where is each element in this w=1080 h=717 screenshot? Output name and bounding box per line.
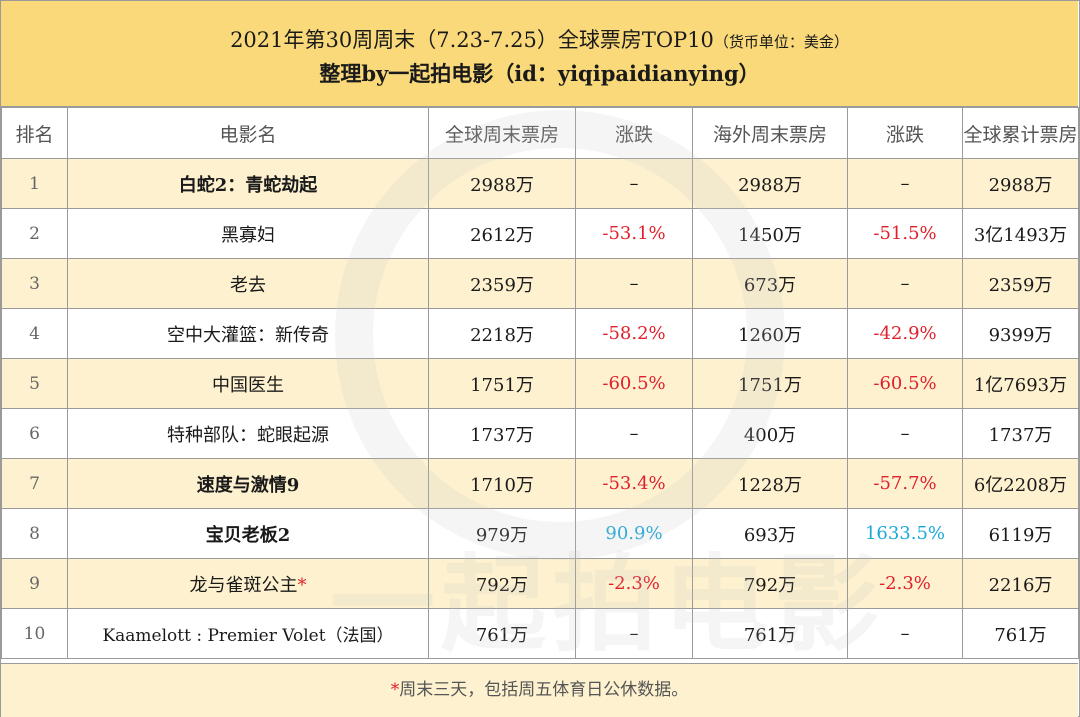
table-title: 2021年第30周周末（7.23-7.25）全球票房TOP10（货币单位：美金）… (1, 1, 1078, 107)
title-cell: 龙与雀斑公主* (67, 558, 429, 609)
global-change-cell: – (575, 158, 693, 209)
table-row: 4 空中大灌篮：新传奇 2218万 -58.2% 1260万 -42.9% 93… (1, 308, 1079, 359)
global-weekend-cell: 979万 (428, 508, 576, 559)
header-overseas-weekend: 海外周末票房 (692, 107, 848, 159)
title-cell: 中国医生 (67, 358, 429, 409)
table-row: 2 黑寡妇 2612万 -53.1% 1450万 -51.5% 3亿1493万 (1, 208, 1079, 259)
overseas-change-cell: -42.9% (847, 308, 963, 359)
global-weekend-cell: 1751万 (428, 358, 576, 409)
footnote-text: 周末三天，包括周五体育日公休数据。 (399, 680, 689, 700)
overseas-change-cell: 1633.5% (847, 508, 963, 559)
header-overseas-change: 涨跌 (847, 107, 963, 159)
header-global-weekend: 全球周末票房 (428, 107, 576, 159)
overseas-weekend-cell: 1260万 (692, 308, 848, 359)
title-main: 2021年第30周周末（7.23-7.25）全球票房TOP10 (230, 28, 714, 52)
title-cell: 老去 (67, 258, 429, 309)
global-weekend-cell: 761万 (428, 608, 576, 659)
cumulative-cell: 6亿2208万 (962, 458, 1079, 509)
table-row: 5 中国医生 1751万 -60.5% 1751万 -60.5% 1亿7693万 (1, 358, 1079, 409)
cumulative-cell: 1亿7693万 (962, 358, 1079, 409)
cumulative-cell: 3亿1493万 (962, 208, 1079, 259)
overseas-weekend-cell: 1751万 (692, 358, 848, 409)
cumulative-cell: 2988万 (962, 158, 1079, 209)
title-cell: 速度与激情9 (67, 458, 429, 509)
cumulative-cell: 761万 (962, 608, 1079, 659)
global-weekend-cell: 2988万 (428, 158, 576, 209)
table-row: 9 龙与雀斑公主* 792万 -2.3% 792万 -2.3% 2216万 (1, 558, 1079, 609)
overseas-change-cell: -60.5% (847, 358, 963, 409)
cumulative-cell: 2359万 (962, 258, 1079, 309)
overseas-weekend-cell: 792万 (692, 558, 848, 609)
footnote: *周末三天，包括周五体育日公休数据。 (1, 663, 1078, 717)
cumulative-cell: 1737万 (962, 408, 1079, 459)
title-line-1: 2021年第30周周末（7.23-7.25）全球票房TOP10（货币单位：美金） (1, 25, 1078, 57)
header-row: 排名 电影名 全球周末票房 涨跌 海外周末票房 涨跌 全球累计票房 (1, 107, 1079, 159)
rank-cell: 3 (1, 258, 68, 309)
overseas-change-cell: – (847, 408, 963, 459)
table-row: 10 Kaamelott : Premier Volet（法国） 761万 – … (1, 608, 1079, 659)
global-change-cell: -2.3% (575, 558, 693, 609)
table-row: 3 老去 2359万 – 673万 – 2359万 (1, 258, 1079, 309)
overseas-weekend-cell: 693万 (692, 508, 848, 559)
global-weekend-cell: 1710万 (428, 458, 576, 509)
global-weekend-cell: 2612万 (428, 208, 576, 259)
overseas-weekend-cell: 673万 (692, 258, 848, 309)
rank-cell: 6 (1, 408, 68, 459)
overseas-change-cell: – (847, 158, 963, 209)
cumulative-cell: 9399万 (962, 308, 1079, 359)
overseas-weekend-cell: 400万 (692, 408, 848, 459)
currency-note: （货币单位：美金） (713, 33, 849, 51)
table-row: 6 特种部队：蛇眼起源 1737万 – 400万 – 1737万 (1, 408, 1079, 459)
title-cell: 黑寡妇 (67, 208, 429, 259)
overseas-change-cell: – (847, 608, 963, 659)
header-title: 电影名 (67, 107, 429, 159)
title-cell: Kaamelott : Premier Volet（法国） (67, 608, 429, 659)
global-change-cell: – (575, 408, 693, 459)
overseas-weekend-cell: 1228万 (692, 458, 848, 509)
header-global-change: 涨跌 (575, 107, 693, 159)
cumulative-cell: 2216万 (962, 558, 1079, 609)
global-weekend-cell: 792万 (428, 558, 576, 609)
overseas-weekend-cell: 1450万 (692, 208, 848, 259)
global-weekend-cell: 2218万 (428, 308, 576, 359)
table-row: 1 白蛇2：青蛇劫起 2988万 – 2988万 – 2988万 (1, 158, 1079, 209)
overseas-weekend-cell: 2988万 (692, 158, 848, 209)
global-weekend-cell: 2359万 (428, 258, 576, 309)
global-change-cell: -53.4% (575, 458, 693, 509)
table-row: 7 速度与激情9 1710万 -53.4% 1228万 -57.7% 6亿220… (1, 458, 1079, 509)
global-change-cell: -58.2% (575, 308, 693, 359)
title-text: 龙与雀斑公主 (189, 574, 298, 596)
title-cell: 空中大灌篮：新传奇 (67, 308, 429, 359)
title-cell: 特种部队：蛇眼起源 (67, 408, 429, 459)
rank-cell: 2 (1, 208, 68, 259)
rank-cell: 10 (1, 608, 68, 659)
cumulative-cell: 6119万 (962, 508, 1079, 559)
rank-cell: 1 (1, 158, 68, 209)
title-cell: 宝贝老板2 (67, 508, 429, 559)
rank-cell: 7 (1, 458, 68, 509)
table-row: 8 宝贝老板2 979万 90.9% 693万 1633.5% 6119万 (1, 508, 1079, 559)
header-rank: 排名 (1, 107, 68, 159)
rank-cell: 8 (1, 508, 68, 559)
box-office-table: 排名 电影名 全球周末票房 涨跌 海外周末票房 涨跌 全球累计票房 1 白蛇2：… (1, 107, 1079, 659)
title-cell: 白蛇2：青蛇劫起 (67, 158, 429, 209)
global-weekend-cell: 1737万 (428, 408, 576, 459)
global-change-cell: -60.5% (575, 358, 693, 409)
overseas-change-cell: -2.3% (847, 558, 963, 609)
header-cumulative: 全球累计票房 (962, 107, 1079, 159)
overseas-weekend-cell: 761万 (692, 608, 848, 659)
global-change-cell: – (575, 258, 693, 309)
overseas-change-cell: – (847, 258, 963, 309)
title-line-2: 整理by一起拍电影（id：yiqipaidianying） (319, 61, 760, 86)
overseas-change-cell: -51.5% (847, 208, 963, 259)
global-change-cell: -53.1% (575, 208, 693, 259)
rank-cell: 4 (1, 308, 68, 359)
asterisk-mark: * (297, 574, 307, 596)
footnote-asterisk: * (390, 680, 400, 700)
overseas-change-cell: -57.7% (847, 458, 963, 509)
rank-cell: 9 (1, 558, 68, 609)
rank-cell: 5 (1, 358, 68, 409)
global-change-cell: 90.9% (575, 508, 693, 559)
global-change-cell: – (575, 608, 693, 659)
